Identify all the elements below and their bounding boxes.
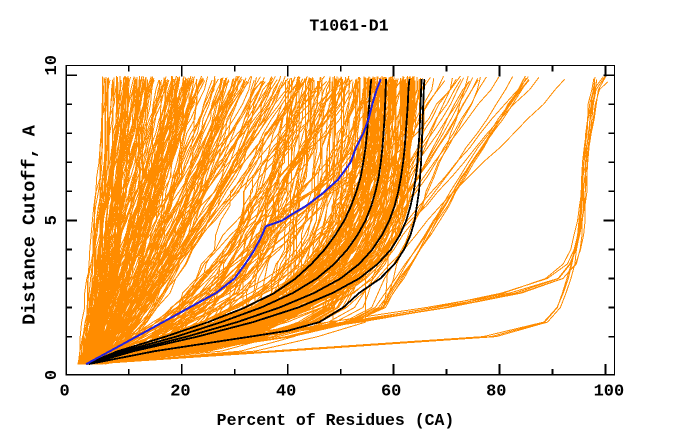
svg-text:20: 20 — [170, 383, 190, 402]
svg-text:10: 10 — [43, 55, 62, 75]
svg-text:T1061-D1: T1061-D1 — [309, 17, 388, 36]
svg-text:60: 60 — [381, 383, 401, 402]
svg-text:80: 80 — [486, 383, 506, 402]
svg-text:40: 40 — [276, 383, 296, 402]
svg-text:Distance Cutoff, A: Distance Cutoff, A — [20, 124, 41, 325]
svg-text:Percent of Residues (CA): Percent of Residues (CA) — [217, 411, 455, 430]
svg-text:100: 100 — [594, 383, 625, 402]
svg-text:0: 0 — [59, 383, 69, 402]
svg-text:0: 0 — [43, 370, 62, 380]
svg-text:5: 5 — [43, 215, 62, 225]
